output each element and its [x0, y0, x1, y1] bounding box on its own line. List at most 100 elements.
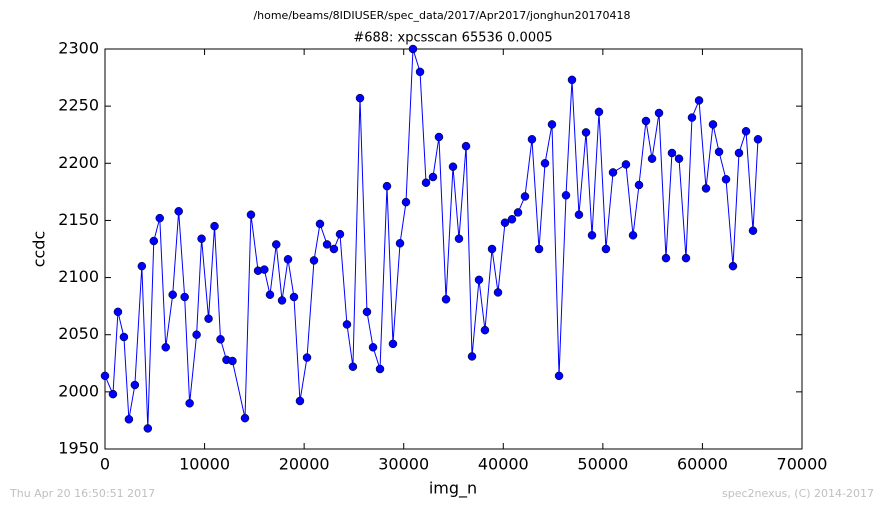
- data-point: [581, 128, 591, 137]
- data-point: [714, 147, 724, 157]
- data-point: [641, 116, 651, 126]
- data-point: [277, 296, 287, 305]
- data-point: [108, 389, 118, 399]
- data-point: [192, 330, 201, 339]
- data-point: [634, 180, 644, 190]
- data-point: [487, 244, 497, 254]
- data-point: [155, 213, 165, 223]
- x-tick-label: 50000: [577, 455, 628, 474]
- data-point: [240, 413, 250, 423]
- data-point: [395, 239, 405, 248]
- data-point: [180, 292, 189, 302]
- data-point: [741, 127, 751, 136]
- data-point: [547, 120, 557, 129]
- data-point: [507, 215, 517, 224]
- data-point: [500, 218, 510, 227]
- data-point: [185, 399, 194, 408]
- data-point: [309, 256, 319, 265]
- data-point: [355, 93, 365, 103]
- x-axis-label: img_n: [429, 479, 477, 499]
- data-point: [480, 325, 490, 335]
- data-point: [441, 295, 451, 304]
- data-point: [246, 210, 256, 219]
- x-tick-label: 10000: [179, 455, 230, 474]
- y-tick-label: 2100: [58, 267, 99, 286]
- data-point: [149, 236, 159, 246]
- data-point: [174, 207, 183, 216]
- data-point: [260, 265, 269, 274]
- data-point: [701, 184, 711, 193]
- data-point: [401, 197, 411, 207]
- data-point: [667, 148, 677, 158]
- data-point: [302, 353, 312, 362]
- data-point: [574, 210, 584, 219]
- data-point: [674, 154, 684, 163]
- data-point: [408, 44, 418, 54]
- data-point: [681, 253, 691, 263]
- footer-right: spec2nexus, (C) 2014-2017: [722, 487, 874, 500]
- data-point: [753, 135, 763, 144]
- y-tick-label: 2000: [58, 381, 99, 400]
- data-point: [461, 141, 471, 151]
- data-point: [265, 290, 275, 299]
- data-point: [124, 415, 134, 424]
- data-point: [474, 275, 484, 285]
- data-point: [728, 261, 738, 271]
- data-point: [216, 335, 225, 344]
- y-tick-label: 1950: [58, 439, 99, 458]
- data-point: [421, 178, 431, 187]
- x-tick-label: 70000: [777, 455, 828, 474]
- data-point: [540, 159, 550, 168]
- data-point: [687, 113, 697, 122]
- data-point: [527, 135, 537, 144]
- data-point: [283, 255, 293, 264]
- data-point: [113, 307, 123, 317]
- y-tick-label: 2200: [58, 153, 99, 172]
- data-point: [342, 320, 352, 329]
- data-point: [748, 226, 758, 235]
- x-tick-label: 60000: [677, 455, 728, 474]
- data-point: [647, 154, 657, 163]
- data-point: [454, 234, 464, 243]
- data-point: [708, 120, 718, 129]
- y-axis-label: ccdc: [30, 231, 49, 268]
- data-point: [694, 96, 704, 105]
- suptitle: /home/beams/8IDIUSER/spec_data/2017/Apr2…: [253, 9, 630, 22]
- y-tick-label: 2050: [58, 324, 99, 343]
- data-point: [587, 231, 597, 240]
- data-point: [272, 240, 281, 249]
- data-point: [628, 231, 638, 240]
- data-line: [104, 48, 759, 429]
- plot-frame: [104, 48, 803, 450]
- data-point: [608, 168, 618, 177]
- data-point: [434, 132, 444, 142]
- data-point: [362, 307, 372, 317]
- data-point: [721, 175, 731, 184]
- data-point: [513, 208, 523, 217]
- data-point: [467, 352, 477, 361]
- data-point: [130, 380, 140, 390]
- x-tick-label: 0: [100, 455, 110, 474]
- data-point: [601, 244, 611, 254]
- data-point: [335, 229, 345, 239]
- data-point: [382, 181, 392, 191]
- y-tick-label: 2150: [58, 210, 99, 229]
- data-point: [348, 362, 358, 371]
- data-point: [567, 75, 577, 85]
- data-point: [493, 288, 503, 297]
- data-point: [621, 160, 631, 169]
- data-point: [329, 244, 339, 254]
- y-tick-label: 2300: [58, 39, 99, 58]
- y-tick-label: 2250: [58, 96, 99, 115]
- data-point: [520, 192, 530, 201]
- data-point: [554, 371, 564, 381]
- data-point: [368, 343, 378, 352]
- data-point: [143, 424, 153, 433]
- data-point: [534, 244, 544, 254]
- x-tick-label: 30000: [378, 455, 429, 474]
- data-point: [734, 148, 744, 158]
- data-point: [210, 221, 219, 231]
- data-point: [289, 292, 299, 302]
- data-point: [137, 261, 147, 271]
